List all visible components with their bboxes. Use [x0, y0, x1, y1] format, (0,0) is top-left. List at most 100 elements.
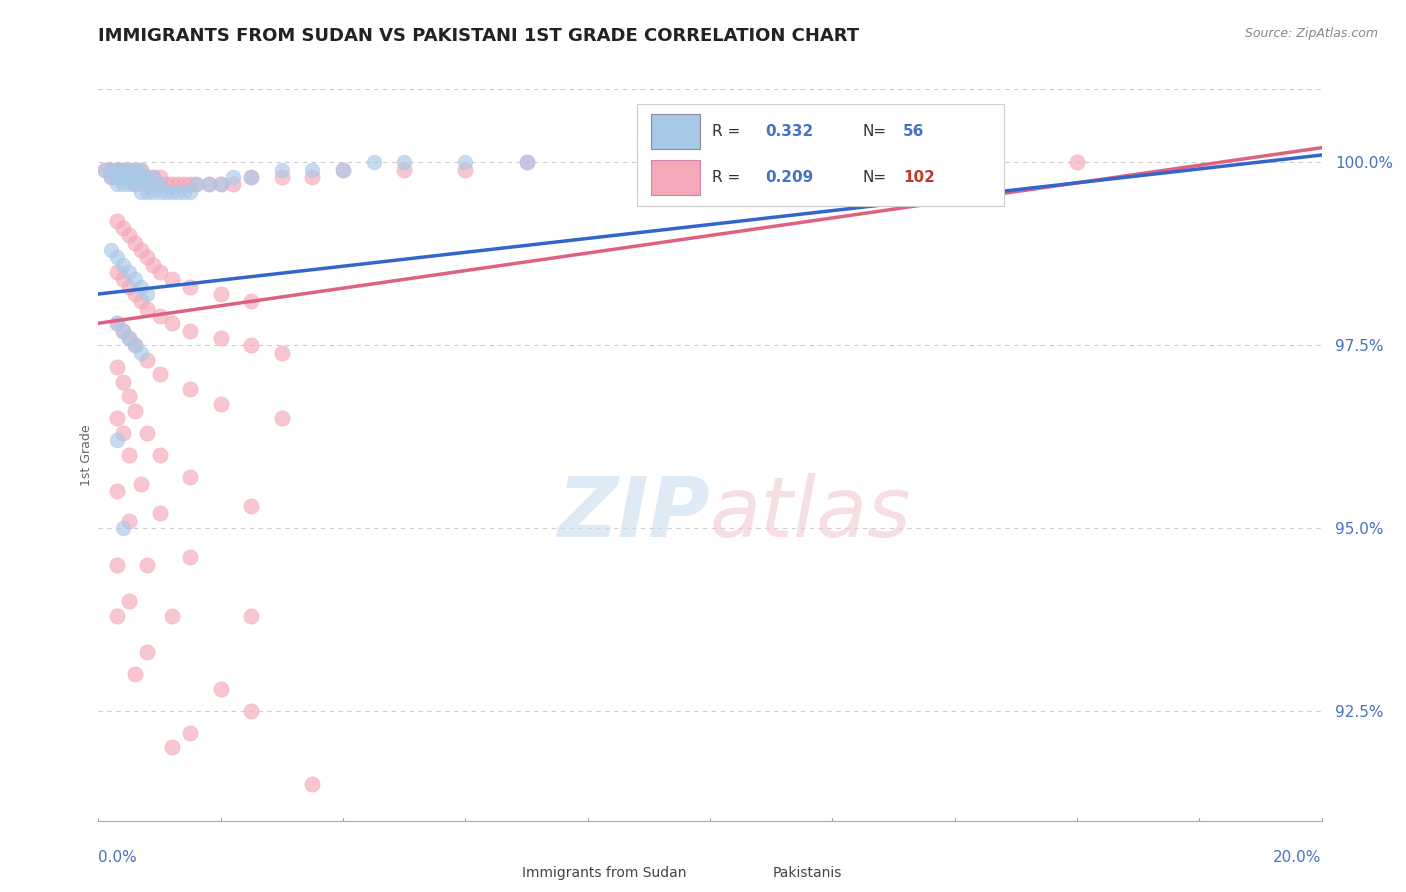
Point: [155, 178, 177, 192]
Point: [118, 228, 141, 243]
Point: [129, 162, 152, 177]
Text: Source: ZipAtlas.com: Source: ZipAtlas.com: [1244, 27, 1378, 40]
Point: [118, 162, 141, 177]
Point: [100, 243, 122, 257]
Point: [392, 155, 416, 169]
Point: [160, 178, 183, 192]
Point: [240, 338, 263, 352]
Bar: [728, 863, 765, 884]
Point: [100, 162, 122, 177]
Point: [136, 301, 159, 316]
Point: [179, 470, 201, 484]
Point: [129, 169, 152, 184]
Point: [142, 178, 165, 192]
Point: [124, 272, 146, 286]
Text: IMMIGRANTS FROM SUDAN VS PAKISTANI 1ST GRADE CORRELATION CHART: IMMIGRANTS FROM SUDAN VS PAKISTANI 1ST G…: [98, 27, 859, 45]
Y-axis label: 1st Grade: 1st Grade: [80, 424, 93, 486]
Point: [105, 558, 128, 572]
Point: [105, 608, 128, 623]
Point: [105, 214, 128, 228]
Point: [105, 265, 128, 279]
Point: [240, 499, 263, 513]
Point: [105, 411, 128, 425]
Point: [160, 740, 183, 755]
Point: [124, 178, 146, 192]
Point: [332, 162, 354, 177]
Point: [136, 287, 159, 301]
Point: [118, 162, 141, 177]
Point: [111, 521, 134, 535]
Point: [167, 185, 190, 199]
Text: Immigrants from Sudan: Immigrants from Sudan: [522, 866, 686, 880]
Point: [129, 477, 152, 491]
Point: [179, 178, 201, 192]
Point: [118, 448, 141, 462]
Point: [105, 484, 128, 499]
Point: [142, 169, 165, 184]
Text: 102: 102: [903, 170, 935, 186]
Point: [186, 178, 208, 192]
Point: [124, 235, 146, 250]
Point: [118, 178, 141, 192]
Point: [111, 324, 134, 338]
Point: [240, 169, 263, 184]
Point: [160, 272, 183, 286]
Point: [105, 251, 128, 265]
Point: [118, 331, 141, 345]
Point: [111, 162, 134, 177]
Point: [454, 155, 477, 169]
Point: [173, 185, 195, 199]
Point: [136, 251, 159, 265]
Point: [149, 368, 172, 382]
Text: 20.0%: 20.0%: [1274, 850, 1322, 865]
Bar: [651, 161, 700, 195]
Point: [179, 324, 201, 338]
Point: [149, 178, 172, 192]
Point: [105, 434, 128, 448]
Point: [516, 155, 538, 169]
Point: [240, 704, 263, 718]
Point: [149, 507, 172, 521]
Point: [301, 162, 323, 177]
Point: [129, 162, 152, 177]
Point: [1066, 155, 1088, 169]
Point: [124, 162, 146, 177]
Point: [111, 169, 134, 184]
Point: [124, 287, 146, 301]
Point: [124, 162, 146, 177]
Point: [270, 162, 292, 177]
Point: [136, 178, 159, 192]
Point: [637, 155, 661, 169]
Point: [129, 243, 152, 257]
Point: [111, 425, 134, 440]
Point: [105, 162, 128, 177]
Point: [363, 155, 385, 169]
Point: [136, 352, 159, 367]
Point: [105, 178, 128, 192]
Point: [160, 316, 183, 330]
Text: R =: R =: [713, 124, 745, 139]
Point: [118, 514, 141, 528]
Point: [136, 558, 159, 572]
Text: 0.209: 0.209: [765, 170, 813, 186]
Text: ZIP: ZIP: [557, 473, 710, 554]
Point: [93, 162, 115, 177]
Point: [209, 681, 232, 696]
Text: 56: 56: [903, 124, 925, 139]
Text: R =: R =: [713, 170, 745, 186]
Point: [209, 331, 232, 345]
Point: [105, 316, 128, 330]
Point: [209, 178, 232, 192]
Point: [136, 169, 159, 184]
Point: [270, 345, 292, 359]
Point: [209, 397, 232, 411]
Point: [179, 550, 201, 565]
Point: [240, 608, 263, 623]
Point: [142, 258, 165, 272]
Point: [105, 169, 128, 184]
Text: atlas: atlas: [710, 473, 911, 554]
Point: [124, 178, 146, 192]
Point: [118, 389, 141, 403]
Point: [111, 324, 134, 338]
Point: [155, 185, 177, 199]
